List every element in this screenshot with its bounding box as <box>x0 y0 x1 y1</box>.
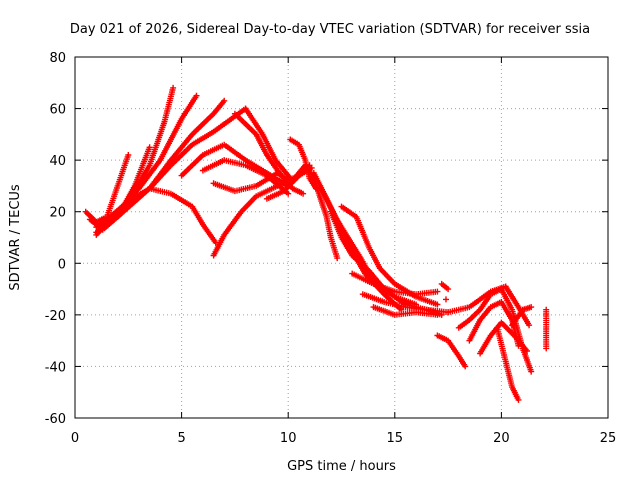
series-arc-22 <box>359 291 452 316</box>
x-tick-label: 20 <box>493 431 510 446</box>
data-point-markers <box>359 291 452 316</box>
axis-ticks: 0 5 10 15 20 25 -60 -40 -20 0 20 40 60 80 <box>45 51 617 446</box>
y-tick-label: 20 <box>49 206 66 221</box>
data-point-markers <box>306 167 341 262</box>
series-arc-31 <box>494 324 522 403</box>
x-tick-label: 0 <box>71 431 79 446</box>
y-tick-label: 0 <box>58 257 66 272</box>
chart-title: Day 021 of 2026, Sidereal Day-to-day VTE… <box>70 22 590 37</box>
series-arc-23 <box>370 304 441 318</box>
x-tick-label: 25 <box>600 431 617 446</box>
series-arc-14 <box>263 164 315 202</box>
data-point-markers <box>263 164 315 202</box>
data-point-markers <box>438 280 452 293</box>
x-tick-label: 5 <box>177 431 185 446</box>
data-point-markers <box>443 296 449 303</box>
series-arc-30 <box>477 319 530 357</box>
series-arc-7 <box>104 185 219 246</box>
plot-frame <box>74 56 609 419</box>
data-point-markers <box>231 110 307 197</box>
data-point-markers <box>370 304 441 318</box>
data-point-markers <box>349 270 441 298</box>
data-point-markers <box>199 157 292 197</box>
data-point-markers <box>477 319 530 357</box>
y-axis-label: SDTVAR / TECUs <box>8 184 23 291</box>
y-tick-label: -60 <box>45 412 66 427</box>
x-axis-label: GPS time / hours <box>287 459 396 474</box>
y-tick-label: 80 <box>49 51 66 66</box>
data-point-markers <box>434 332 469 370</box>
series-arc-10 <box>199 157 292 197</box>
y-tick-label: -20 <box>45 309 66 324</box>
series-arc-24 <box>438 280 452 293</box>
series-arc-26 <box>445 283 533 329</box>
x-tick-label: 10 <box>280 431 297 446</box>
y-tick-label: 60 <box>49 103 66 118</box>
y-tick-label: 40 <box>49 154 66 169</box>
data-point-markers <box>494 324 522 403</box>
data-points <box>82 84 550 403</box>
series-arc-28 <box>434 332 469 370</box>
data-point-markers <box>543 306 550 352</box>
series-arc-12 <box>231 110 307 197</box>
series-arc-16 <box>306 167 341 262</box>
x-tick-label: 15 <box>387 431 404 446</box>
series-arc-33 <box>543 306 550 352</box>
y-tick-label: -40 <box>45 360 66 375</box>
series-arc-25 <box>443 296 449 303</box>
series-arc-21 <box>349 270 441 298</box>
data-point-markers <box>104 185 219 246</box>
data-point-markers <box>509 304 535 329</box>
data-point-markers <box>445 283 533 329</box>
series-arc-32 <box>509 304 535 329</box>
